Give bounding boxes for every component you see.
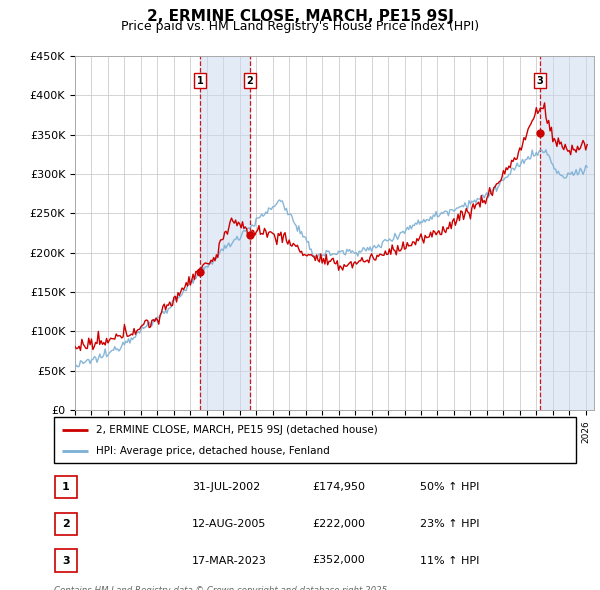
Bar [200, 56, 250, 410]
Text: 1: 1 [197, 76, 203, 86]
Text: 3: 3 [536, 76, 543, 86]
Text: 2, ERMINE CLOSE, MARCH, PE15 9SJ (detached house): 2, ERMINE CLOSE, MARCH, PE15 9SJ (detach… [96, 425, 377, 435]
Text: 31-JUL-2002: 31-JUL-2002 [192, 483, 260, 492]
Text: 2, ERMINE CLOSE, MARCH, PE15 9SJ: 2, ERMINE CLOSE, MARCH, PE15 9SJ [146, 9, 454, 24]
Text: 23% ↑ HPI: 23% ↑ HPI [420, 519, 479, 529]
Text: 2: 2 [247, 76, 253, 86]
Text: Price paid vs. HM Land Registry's House Price Index (HPI): Price paid vs. HM Land Registry's House … [121, 20, 479, 33]
Text: 2: 2 [62, 519, 70, 529]
Text: £222,000: £222,000 [312, 519, 365, 529]
Text: 11% ↑ HPI: 11% ↑ HPI [420, 556, 479, 565]
Text: 50% ↑ HPI: 50% ↑ HPI [420, 483, 479, 492]
Text: 17-MAR-2023: 17-MAR-2023 [192, 556, 267, 565]
Text: 1: 1 [62, 483, 70, 492]
Text: 12-AUG-2005: 12-AUG-2005 [192, 519, 266, 529]
Bar [540, 56, 594, 410]
Text: 3: 3 [62, 556, 70, 565]
Text: HPI: Average price, detached house, Fenland: HPI: Average price, detached house, Fenl… [96, 445, 329, 455]
Text: £174,950: £174,950 [312, 483, 365, 492]
Text: Contains HM Land Registry data © Crown copyright and database right 2025.
This d: Contains HM Land Registry data © Crown c… [54, 586, 390, 590]
Text: £352,000: £352,000 [312, 556, 365, 565]
